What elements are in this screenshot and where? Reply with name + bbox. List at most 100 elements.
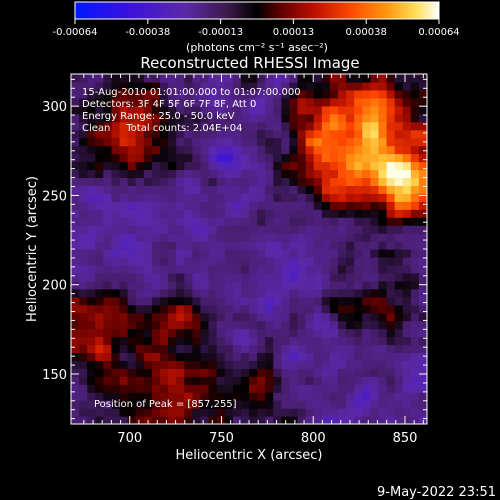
heatmap-cell — [208, 209, 218, 218]
heatmap-cell — [281, 344, 291, 353]
heatmap-cell — [249, 320, 258, 330]
heatmap-cell — [386, 272, 396, 282]
heatmap-cell — [151, 217, 161, 226]
heatmap-cell — [111, 169, 121, 178]
heatmap-cell — [135, 296, 145, 306]
heatmap-cell — [208, 161, 218, 171]
heatmap-cell — [394, 185, 404, 194]
heatmap-cell — [265, 113, 274, 123]
heatmap-cell — [192, 400, 202, 409]
heatmap-cell — [160, 280, 169, 290]
heatmap-cell — [338, 74, 347, 83]
heatmap-cell — [184, 201, 193, 210]
heatmap-cell — [71, 416, 80, 424]
heatmap-cell — [410, 217, 420, 226]
heatmap-cell — [216, 97, 226, 107]
heatmap-cell — [240, 360, 250, 369]
heatmap-cell — [192, 129, 202, 139]
heatmap-cell — [346, 304, 355, 314]
heatmap-cell — [119, 408, 129, 417]
heatmap-cell — [151, 105, 161, 115]
heatmap-cell — [87, 169, 96, 178]
heatmap-cell — [176, 113, 185, 123]
heatmap-cell — [394, 304, 404, 314]
heatmap-cell — [119, 352, 129, 361]
heatmap-cell — [103, 328, 113, 338]
heatmap-cell — [281, 256, 291, 266]
heatmap-cell — [305, 288, 315, 298]
heatmap-cell — [265, 280, 274, 290]
heatmap-cell — [410, 121, 420, 131]
heatmap-cell — [79, 264, 88, 274]
heatmap-cell — [184, 320, 193, 330]
heatmap-cell — [281, 113, 291, 123]
heatmap-cell — [135, 209, 145, 218]
heatmap-cell — [329, 304, 339, 314]
heatmap-cell — [184, 416, 193, 424]
heatmap-cell — [71, 264, 80, 274]
heatmap-cell — [79, 177, 88, 186]
heatmap-cell — [192, 185, 202, 194]
heatmap-cell — [281, 264, 291, 274]
heatmap-cell — [151, 336, 161, 346]
heatmap-cell — [87, 89, 96, 99]
heatmap-cell — [103, 145, 113, 155]
heatmap-cell — [119, 209, 129, 218]
heatmap-cell — [79, 97, 88, 107]
heatmap-cell — [386, 288, 396, 298]
heatmap-cell — [160, 360, 169, 369]
heatmap-cell — [378, 153, 388, 163]
heatmap-cell — [329, 113, 339, 123]
heatmap-cell — [87, 416, 96, 424]
heatmap-cell — [321, 336, 331, 346]
heatmap-cell — [135, 344, 145, 353]
heatmap-cell — [160, 153, 169, 163]
heatmap-cell — [168, 264, 177, 274]
heatmap-cell — [111, 416, 121, 424]
heatmap-cell — [394, 288, 404, 298]
heatmap-cell — [143, 320, 153, 330]
heatmap-cell — [160, 249, 169, 258]
heatmap-cell — [257, 241, 266, 250]
heatmap-cell — [370, 97, 380, 107]
heatmap-cell — [249, 201, 258, 210]
heatmap-cell — [208, 177, 218, 186]
heatmap-cell — [362, 153, 371, 163]
heatmap-cell — [87, 177, 96, 186]
heatmap-cell — [184, 344, 193, 353]
heatmap-cell — [394, 209, 404, 218]
heatmap-cell — [184, 328, 193, 338]
heatmap-cell — [313, 74, 323, 83]
heatmap-cell — [216, 400, 226, 409]
heatmap-cell — [362, 233, 371, 242]
heatmap-cell — [313, 161, 323, 171]
heatmap-cell — [378, 376, 388, 385]
heatmap-cell — [313, 185, 323, 194]
heatmap-cell — [338, 145, 347, 155]
heatmap-cell — [208, 304, 218, 314]
heatmap-cell — [168, 400, 177, 409]
heatmap-cell — [240, 288, 250, 298]
heatmap-cell — [281, 145, 291, 155]
heatmap-cell — [257, 416, 266, 424]
heatmap-cell — [176, 344, 185, 353]
heatmap-cell — [394, 105, 404, 115]
heatmap-cell — [79, 320, 88, 330]
heatmap-cell — [151, 225, 161, 234]
heatmap-cell — [329, 328, 339, 338]
heatmap-cell — [143, 264, 153, 274]
heatmap-cell — [208, 280, 218, 290]
heatmap-cell — [354, 336, 363, 346]
heatmap-cell — [354, 360, 363, 369]
heatmap-cell — [143, 89, 153, 99]
heatmap-cell — [402, 233, 412, 242]
heatmap-cell — [273, 328, 282, 338]
heatmap-cell — [265, 185, 274, 194]
heatmap-cell — [208, 264, 218, 274]
heatmap-cell — [257, 177, 266, 186]
heatmap-cell — [240, 217, 250, 226]
heatmap-cell — [95, 288, 104, 298]
heatmap-cell — [127, 416, 137, 424]
heatmap-cell — [257, 256, 266, 266]
heatmap-cell — [176, 209, 185, 218]
